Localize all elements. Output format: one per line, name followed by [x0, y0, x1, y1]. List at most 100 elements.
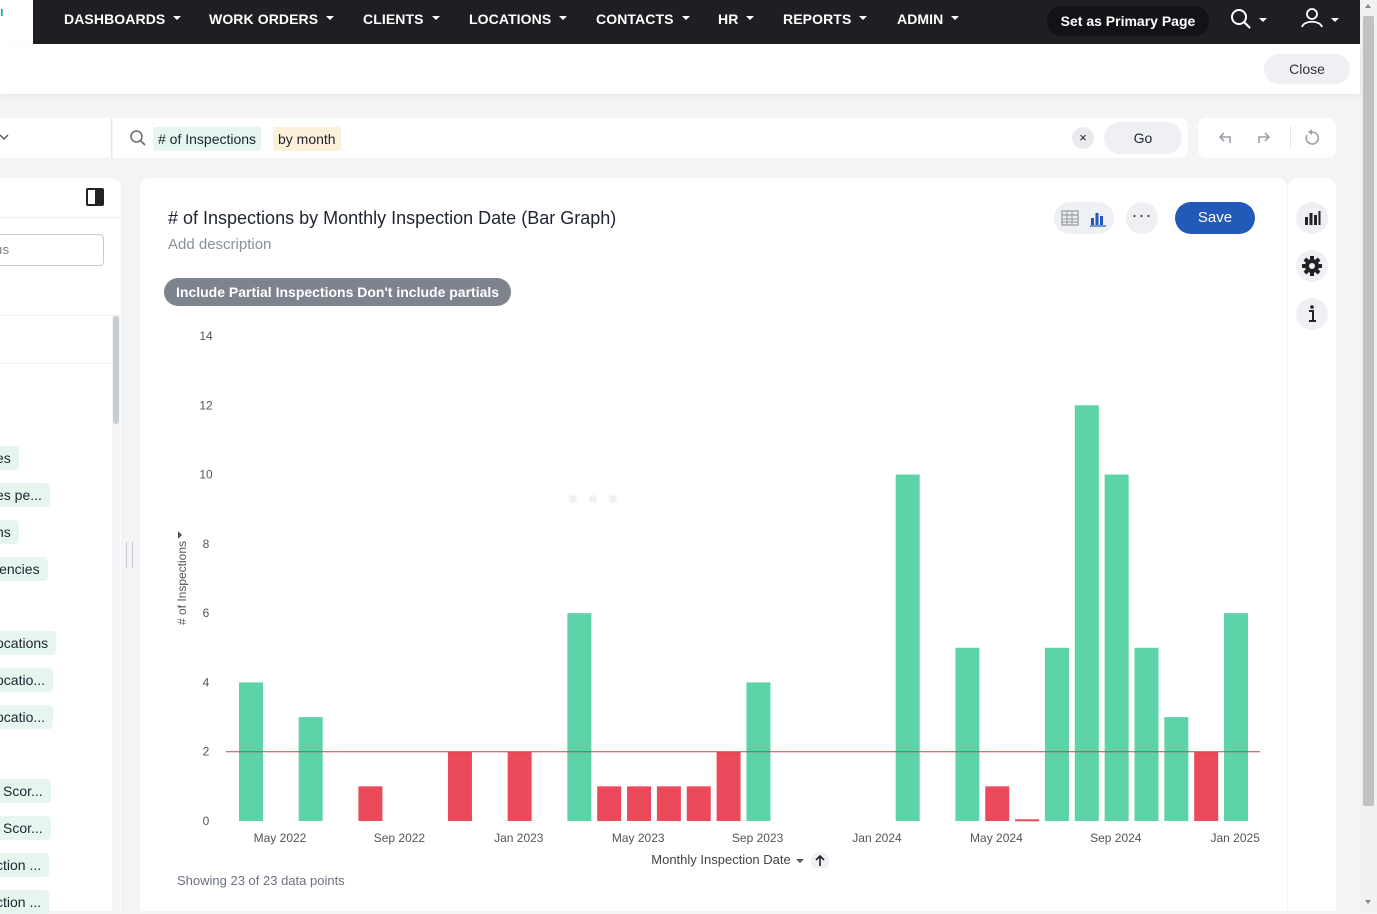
close-button[interactable]: Close: [1264, 54, 1350, 84]
nav-work-orders[interactable]: WORK ORDERS: [209, 11, 335, 31]
panel-column-chip[interactable]: iencies: [0, 557, 48, 581]
chart-bar[interactable]: [656, 786, 681, 821]
panel-column-chip[interactable]: ction ...: [0, 890, 50, 914]
set-primary-page-button[interactable]: Set as Primary Page: [1047, 6, 1209, 36]
caret-down-icon: [746, 16, 755, 21]
scroll-down-icon[interactable]: [1365, 900, 1371, 904]
nav-dashboards[interactable]: DASHBOARDS: [64, 11, 182, 31]
nav-reports-label: REPORTS: [783, 11, 852, 27]
add-description[interactable]: Add description: [168, 236, 272, 253]
panel-column-chip[interactable]: ocatio...: [0, 705, 54, 729]
panel-scrollbar-thumb[interactable]: [113, 316, 119, 424]
panel-column-chip[interactable]: ction ...: [0, 853, 50, 877]
chart-bar[interactable]: [298, 717, 323, 821]
caret-down-icon: [431, 16, 440, 21]
chart-bar[interactable]: [1134, 647, 1159, 821]
data-source-select[interactable]: [0, 118, 112, 158]
save-button[interactable]: Save: [1175, 202, 1255, 234]
caret-down-icon: [326, 16, 335, 21]
clear-search-button[interactable]: ×: [1072, 127, 1094, 149]
answer-card: # of Inspections by Monthly Inspection D…: [140, 178, 1287, 911]
chart-view-button[interactable]: [1088, 208, 1108, 228]
chart-type-button[interactable]: [1296, 202, 1328, 234]
gear-icon: [1302, 256, 1322, 276]
x-axis-title[interactable]: Monthly Inspection Date: [651, 852, 790, 867]
panel-divider: [0, 315, 121, 316]
chart-bar[interactable]: [716, 751, 741, 821]
chart-bar[interactable]: [1104, 474, 1129, 821]
chart-bar[interactable]: [1044, 647, 1069, 821]
chart-bar[interactable]: [627, 786, 652, 821]
partial-inspections-filter[interactable]: Include Partial Inspections Don't includ…: [164, 278, 512, 306]
panel-scrollbar[interactable]: [112, 316, 120, 911]
table-view-button[interactable]: [1060, 208, 1080, 228]
nav-contacts[interactable]: CONTACTS: [596, 11, 690, 31]
chart-bar[interactable]: [985, 786, 1010, 821]
bar-chart: 0 2 4 6 8 10 12 14 May 2022 Sep 2022 Jan 2023 May …: [175, 329, 1260, 868]
panel-column-chip[interactable]: es: [0, 446, 19, 470]
loading-dots-icon: [569, 495, 617, 503]
go-button[interactable]: Go: [1104, 122, 1182, 154]
redo-button[interactable]: [1253, 128, 1273, 148]
panel-column-chip[interactable]: es pe...: [0, 483, 50, 507]
chart-bar[interactable]: [507, 751, 532, 821]
y-tick-label: 0: [203, 814, 210, 828]
chart-bar[interactable]: [1164, 717, 1189, 821]
info-button[interactable]: [1296, 298, 1328, 330]
chart-settings-button[interactable]: [1296, 250, 1328, 282]
chart-bar[interactable]: [955, 647, 980, 821]
nav-clients[interactable]: CLIENTS: [363, 11, 440, 31]
nav-search-menu[interactable]: [1229, 6, 1271, 34]
reset-button[interactable]: [1302, 128, 1322, 148]
chart-bar[interactable]: [1224, 613, 1249, 821]
chart-bar[interactable]: [358, 786, 383, 821]
chart-bar[interactable]: [597, 786, 622, 821]
chart-bar[interactable]: [895, 474, 920, 821]
more-options-button[interactable]: ···: [1126, 202, 1158, 234]
nav-user-menu[interactable]: [1300, 6, 1342, 34]
nav-admin-label: ADMIN: [897, 11, 944, 27]
search-bar[interactable]: # of Inspections by month × Go: [113, 118, 1188, 158]
panel-search-input[interactable]: ıs: [0, 234, 104, 266]
scroll-up-icon[interactable]: [1365, 4, 1371, 8]
nav-hr[interactable]: HR: [718, 11, 755, 31]
chart-bar[interactable]: [447, 751, 472, 821]
chart-bar[interactable]: [1194, 751, 1219, 821]
brand-logo[interactable]: ı: [0, 0, 33, 44]
chart-bar[interactable]: [567, 613, 592, 821]
y-axis-title[interactable]: # of Inspections: [175, 541, 189, 625]
panel-resize-handle[interactable]: [126, 542, 133, 568]
panel-column-chip[interactable]: ocatio...: [0, 668, 54, 692]
y-tick-label: 6: [203, 606, 210, 620]
caret-down-icon: [559, 16, 568, 21]
chart-bar[interactable]: [1015, 819, 1040, 822]
nav-admin[interactable]: ADMIN: [897, 11, 960, 31]
nav-hr-label: HR: [718, 11, 739, 27]
chevron-down-icon: [0, 134, 9, 140]
data-panel: ıs es es pe... ns iencies ocations ocati…: [0, 178, 121, 914]
data-points-status: Showing 23 of 23 data points: [177, 873, 345, 888]
search-token-attribute[interactable]: by month: [273, 127, 341, 151]
panel-column-chip[interactable]: ocations: [0, 631, 57, 655]
panel-column-chip[interactable]: l Scor...: [0, 779, 51, 803]
chart-title[interactable]: # of Inspections by Monthly Inspection D…: [168, 208, 617, 228]
nav-reports[interactable]: REPORTS: [783, 11, 868, 31]
x-axis-sort-caret-icon[interactable]: [796, 859, 804, 863]
undo-button[interactable]: [1216, 128, 1236, 148]
panel-column-chip[interactable]: l Scor...: [0, 816, 51, 840]
chart-bar[interactable]: [1074, 405, 1099, 821]
page-scrollbar[interactable]: [1360, 0, 1377, 911]
search-token-measure[interactable]: # of Inspections: [153, 127, 262, 151]
bar-chart-icon: [1090, 213, 1106, 227]
panel-collapse-icon[interactable]: [86, 188, 104, 206]
chart-bar[interactable]: [686, 786, 711, 821]
y-tick-label: 10: [199, 468, 213, 482]
right-rail: [1288, 178, 1336, 911]
x-tick-label: Sep 2022: [374, 831, 426, 845]
caret-down-icon: [681, 16, 690, 21]
y-axis-caret-icon[interactable]: [178, 531, 182, 539]
page-scrollbar-thumb[interactable]: [1363, 16, 1374, 806]
nav-locations[interactable]: LOCATIONS: [469, 11, 568, 31]
sort-ascending-icon[interactable]: [811, 852, 829, 868]
panel-column-chip[interactable]: ns: [0, 520, 19, 544]
